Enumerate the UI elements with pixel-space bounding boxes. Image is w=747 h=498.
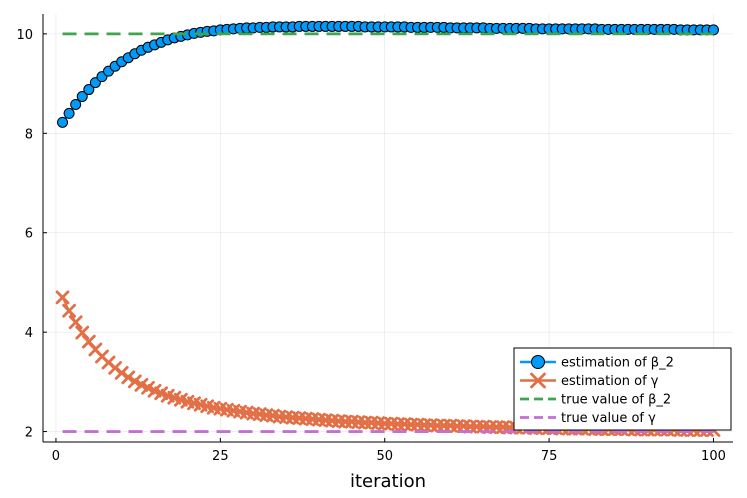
y-tick-label: 4 <box>25 326 33 341</box>
legend-entry: true value of β_2 <box>520 393 671 408</box>
legend-label: estimation of γ <box>561 374 659 389</box>
y-tick-label: 6 <box>25 227 33 242</box>
legend: estimation of β_2 estimation of γ true val… <box>513 347 732 431</box>
x-tick-label: 0 <box>52 449 60 464</box>
x-axis-title: iteration <box>350 471 426 492</box>
y-tick-label: 10 <box>16 28 33 43</box>
data-point-x <box>121 370 136 385</box>
data-point-circle <box>63 107 75 119</box>
data-point-x <box>75 325 90 340</box>
data-point-x <box>134 377 149 392</box>
y-tick-label: 8 <box>25 127 33 142</box>
data-point-circle <box>707 24 719 36</box>
tick-layer: 0 25 50 75 100 2 4 6 8 10 <box>16 28 725 464</box>
plot-frame <box>42 14 733 443</box>
data-point-x <box>68 315 83 330</box>
data-point-x <box>114 366 129 380</box>
data-point-x <box>55 290 70 305</box>
data-point-circle <box>70 98 82 110</box>
legend-label: estimation of β_2 <box>561 356 674 371</box>
legend-entry: estimation of γ <box>520 372 659 389</box>
series-layer <box>55 20 721 437</box>
y-tick-label: 2 <box>25 426 33 441</box>
legend-entry: true value of γ <box>520 411 656 426</box>
data-point-circle <box>57 116 69 128</box>
data-point-circle <box>76 91 88 103</box>
x-tick-label: 25 <box>212 449 229 464</box>
data-point-x <box>62 303 77 318</box>
data-point-circle <box>83 84 95 96</box>
data-point-x <box>127 374 142 389</box>
x-tick-label: 75 <box>541 449 558 464</box>
legend-label: true value of γ <box>561 411 656 426</box>
data-point-x <box>141 380 155 395</box>
x-tick-label: 100 <box>701 449 726 464</box>
series-estimation-of-2 <box>57 20 719 128</box>
legend-label: true value of β_2 <box>561 393 671 408</box>
legend-swatch-marker <box>530 372 546 389</box>
x-tick-label: 50 <box>376 449 393 464</box>
legend-entry: estimation of β_2 <box>520 355 674 371</box>
legend-swatch-marker <box>531 355 545 369</box>
